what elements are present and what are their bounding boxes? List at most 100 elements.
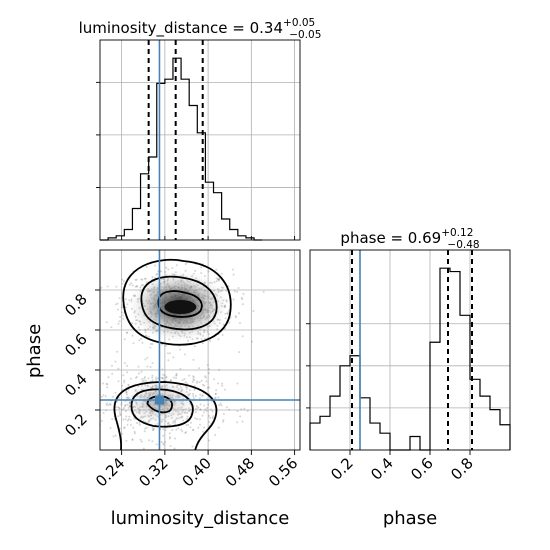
scatter-point [200,379,203,382]
scatter-point [236,421,238,424]
scatter-point [236,290,239,293]
scatter-point [144,334,147,337]
contour-bottom-outer [113,381,218,450]
scatter-point [162,442,165,445]
scatter-point [131,439,134,441]
scatter-point [240,408,243,411]
scatter-point [149,343,152,345]
scatter-point [232,273,235,276]
scatter-point [165,375,168,378]
scatter-point [197,406,200,409]
scatter-point [199,418,201,421]
scatter-point [175,372,178,375]
scatter-point [181,379,184,382]
scatter-point [111,418,114,420]
scatter-point [110,326,113,329]
frame-top [99,39,301,241]
scatter-point [203,426,206,429]
scatter-point [140,337,143,340]
scatter-point [201,394,204,397]
scatter-point [123,381,126,384]
scatter-point [213,378,216,381]
scatter-point [198,367,200,370]
hist-luminosity-distance-panel: luminosity_distance = 0.34+0.05 −0.05 [79,17,321,241]
scatter-point [203,411,205,414]
xlabel-luminosity-distance: luminosity_distance [111,508,290,529]
scatter-point [151,374,154,377]
scatter-point [120,306,123,309]
scatter-point [87,408,89,410]
scatter-point [131,438,134,441]
scatter-point [114,406,117,409]
scatter-point [192,376,195,379]
scatter-point [160,441,163,443]
contour-top-outer [122,258,232,346]
scatter-point [221,333,224,336]
scatter-point [181,430,184,433]
scatter-point [114,303,117,306]
scatter-point [205,409,208,412]
scatter-point [145,265,148,268]
scatter-point [201,342,204,345]
scatter-point [92,406,94,408]
title-minus: −0.05 [289,29,321,41]
scatter-point [138,372,140,375]
scatter-point [141,341,144,344]
scatter-point [162,428,165,431]
scatter-point [126,423,129,426]
scatter-point [121,304,124,307]
scatter-point [167,359,170,362]
scatter-point [111,395,114,398]
scatter-point [102,412,105,414]
scatter-point [114,391,117,394]
scatter-point [171,267,174,269]
scatter-point [135,278,138,281]
tick-label-phase-x-1: 0.4 [367,454,397,484]
scatter-point [236,410,239,413]
scatter-point [200,272,203,275]
density-peak-top [164,300,197,314]
scatter-point [121,278,123,281]
scatter-point [145,426,148,429]
scatter-point [145,456,147,458]
scatter-point [122,280,125,283]
scatter-point [217,338,220,341]
tick-label-lum-1: 0.32 [135,454,171,490]
scatter-point [147,377,150,380]
scatter-point [202,383,204,386]
scatter-point [151,376,154,379]
scatter-point [107,376,110,379]
scatter-point [175,374,178,377]
contour-lines [113,258,232,450]
scatter-point [206,364,209,366]
scatter-point [122,418,125,421]
scatter-point [165,345,167,347]
scatter-point [174,437,176,440]
scatter-point [207,403,210,406]
scatter-point [95,432,97,434]
scatter-point [192,358,195,361]
scatter-point [105,321,108,324]
scatter-point [140,278,143,281]
scatter-point [173,447,176,450]
scatter-point [138,329,141,331]
scatter-point [228,321,231,324]
scatter-point [207,372,210,375]
scatter-point [241,335,244,338]
scatter-point [131,322,134,325]
scatter-point [234,315,237,318]
scatter-point [127,383,130,386]
scatter-point [197,426,200,429]
scatter-point [242,293,245,295]
contour-bottom-inner [146,395,173,414]
scatter-point [217,426,220,429]
scatter-point [133,432,136,435]
scatter-point [138,339,141,342]
scatter-point [169,352,171,355]
scatter-point [191,445,194,448]
scatter-point [123,427,126,430]
scatter-point [203,384,206,387]
scatter-point [193,388,196,391]
scatter-point [214,434,217,436]
scatter-point [198,397,201,400]
